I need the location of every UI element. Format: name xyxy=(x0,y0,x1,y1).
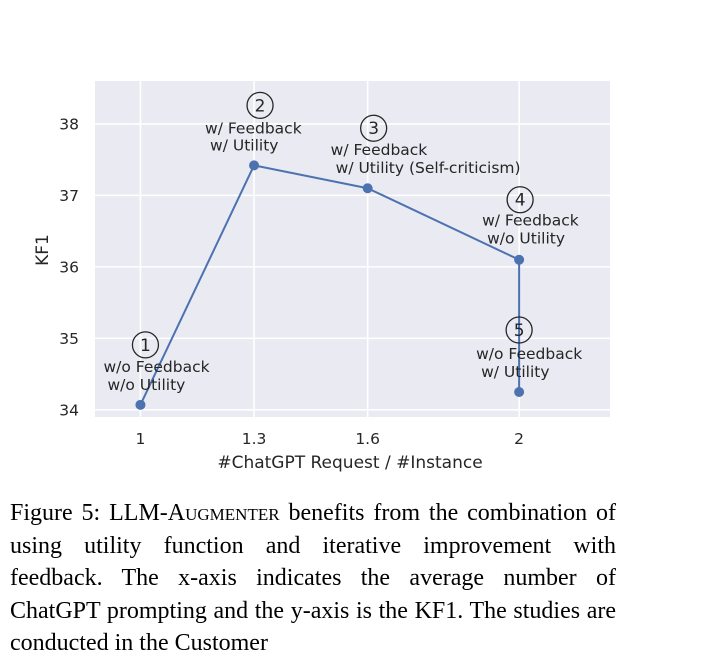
data-point-2 xyxy=(249,160,260,171)
annotation-circle-5 xyxy=(505,316,533,344)
data-points xyxy=(135,160,525,410)
x-tick-label: 1.3 xyxy=(242,430,267,448)
x-tick-label: 1.6 xyxy=(355,430,380,448)
caption-prefix: Figure 5: LLM-A xyxy=(10,500,186,526)
data-point-1 xyxy=(135,399,146,410)
annotation-label-2-1: w/ Feedback xyxy=(205,119,302,137)
x-tick-label: 1 xyxy=(136,430,146,448)
data-point-3 xyxy=(362,183,373,194)
annotation-label-4-1: w/ Feedback xyxy=(482,212,579,230)
y-tick-label: 38 xyxy=(59,115,79,133)
annotation-label-3-2: w/ Utility (Self-criticism) xyxy=(336,159,521,177)
caption-smallcaps: ugmenter xyxy=(185,500,280,526)
plot-background xyxy=(95,81,610,417)
grid-lines xyxy=(95,81,610,417)
y-tick-label: 37 xyxy=(59,187,79,205)
annotation-number-3: 3 xyxy=(368,119,379,139)
annotation-circle-1 xyxy=(131,331,160,359)
annotation-label-1-1: w/o Feedback xyxy=(103,358,209,376)
data-point-5 xyxy=(514,386,525,397)
y-tick-label: 36 xyxy=(59,258,79,276)
annotation-number-5: 5 xyxy=(514,321,525,341)
annotation-number-4: 4 xyxy=(515,191,526,211)
annotation-label-3-1: w/ Feedback xyxy=(331,141,428,159)
caption-text: benefits from the combination of using u… xyxy=(10,500,617,656)
y-tick-label: 35 xyxy=(59,330,79,348)
annotation-circle-3 xyxy=(359,114,388,142)
annotation-number-2: 2 xyxy=(255,96,266,116)
y-axis-title: KF1 xyxy=(33,234,53,266)
annotation-circle-2 xyxy=(246,91,274,120)
x-axis-title: #ChatGPT Request / #Instance xyxy=(217,453,482,473)
figure-caption: Figure 5: LLM-Augmenter benefits from th… xyxy=(10,497,616,660)
annotation-number-1: 1 xyxy=(140,336,151,356)
annotation-label-4-2: w/o Utility xyxy=(487,230,565,248)
annotation-label-1-2: w/o Utility xyxy=(107,376,185,394)
annotation-label-2-2: w/ Utility xyxy=(210,136,278,154)
annotation-circle-4 xyxy=(506,186,534,214)
y-tick-label: 34 xyxy=(59,401,79,419)
data-point-4 xyxy=(514,254,525,265)
annotation-label-5-2: w/ Utility xyxy=(481,363,549,381)
annotation-label-5-1: w/o Feedback xyxy=(476,345,582,363)
x-tick-label: 2 xyxy=(514,430,524,448)
